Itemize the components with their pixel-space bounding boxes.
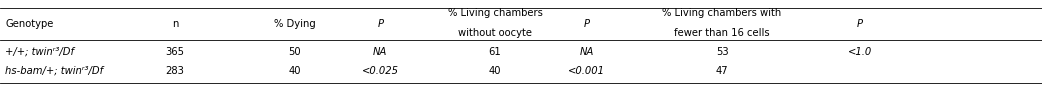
Text: Genotype: Genotype bbox=[5, 19, 53, 29]
Text: without oocyte: without oocyte bbox=[457, 28, 532, 38]
Text: <0.001: <0.001 bbox=[568, 66, 605, 76]
Text: NA: NA bbox=[579, 47, 594, 57]
Text: 47: 47 bbox=[716, 66, 728, 76]
Text: % Living chambers with: % Living chambers with bbox=[663, 8, 782, 18]
Text: hs-bam/+; twinʳ³/Df: hs-bam/+; twinʳ³/Df bbox=[5, 66, 103, 76]
Text: 61: 61 bbox=[489, 47, 501, 57]
Text: <1.0: <1.0 bbox=[847, 47, 872, 57]
Text: NA: NA bbox=[373, 47, 388, 57]
Text: 53: 53 bbox=[716, 47, 728, 57]
Text: <0.025: <0.025 bbox=[362, 66, 399, 76]
Text: P: P bbox=[584, 19, 590, 29]
Text: P: P bbox=[377, 19, 383, 29]
Text: n: n bbox=[172, 19, 178, 29]
Text: % Dying: % Dying bbox=[274, 19, 316, 29]
Text: +/+; twinʳ³/Df: +/+; twinʳ³/Df bbox=[5, 47, 74, 57]
Text: 50: 50 bbox=[289, 47, 301, 57]
Text: 40: 40 bbox=[289, 66, 301, 76]
Text: 283: 283 bbox=[166, 66, 184, 76]
Text: 365: 365 bbox=[166, 47, 184, 57]
Text: % Living chambers: % Living chambers bbox=[447, 8, 543, 18]
Text: 40: 40 bbox=[489, 66, 501, 76]
Text: P: P bbox=[857, 19, 863, 29]
Text: fewer than 16 cells: fewer than 16 cells bbox=[674, 28, 770, 38]
